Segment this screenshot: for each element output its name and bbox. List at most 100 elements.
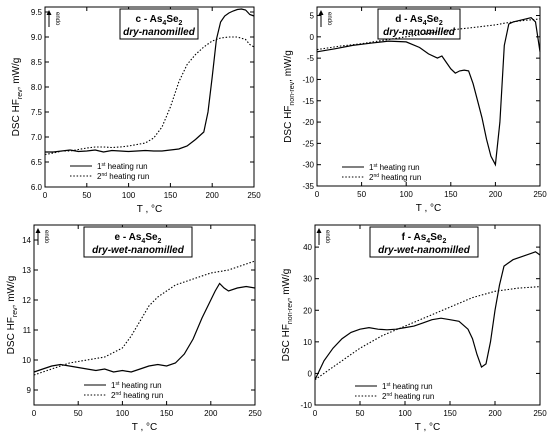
panel-label-box <box>369 226 479 258</box>
legend-label-2: 2nd heating run <box>382 392 434 401</box>
endo-label: endo <box>43 230 49 244</box>
chart-panel-2: 0 50 100 150 200 250 9 10 11 12 13 14 T , °C DSC HFre… <box>6 224 262 433</box>
panel-subtitle: dry-nanomilled <box>123 27 196 38</box>
y-tick-label: 12 <box>22 296 31 305</box>
legend-label-2: 2nd heating run <box>97 172 149 181</box>
endo-label: endo <box>324 230 330 244</box>
y-tick-label: 9.0 <box>31 33 43 42</box>
y-tick-label: -10 <box>302 75 314 84</box>
y-tick-label: 9.5 <box>31 8 43 17</box>
panel-title: c - As4Se2 <box>136 14 183 27</box>
y-tick-label: 13 <box>22 266 31 275</box>
y-tick-label: 11 <box>23 326 32 335</box>
endo-arrow-icon <box>46 10 52 15</box>
y-tick-label: 5 <box>310 12 315 21</box>
x-tick-label: 150 <box>160 409 174 418</box>
y-tick-label: 9 <box>27 386 32 395</box>
x-tick-label: 100 <box>400 190 414 199</box>
y-axis-label: DSC HFrev, mW/g <box>6 276 19 355</box>
x-tick-label: 250 <box>533 190 547 199</box>
panel-subtitle: dry-wet-nanomilled <box>92 245 185 256</box>
y-tick-label: 20 <box>303 306 312 315</box>
y-tick-label: -15 <box>302 97 314 106</box>
series-line-1 <box>316 17 541 167</box>
y-tick-label: -30 <box>302 161 314 170</box>
panel-subtitle: dry-nanomilled <box>383 27 456 38</box>
y-tick-label: 8.5 <box>31 58 43 67</box>
x-tick-label: 250 <box>248 409 262 418</box>
panel-title: f - As4Se2 <box>402 232 447 245</box>
plot-frame <box>33 224 256 406</box>
y-tick-label: 8.0 <box>31 83 43 92</box>
endo-label: endo <box>326 12 332 26</box>
panel-label-box <box>119 8 199 40</box>
x-tick-label: 50 <box>356 409 365 418</box>
y-tick-label: 0 <box>310 33 315 42</box>
panel-label-box <box>377 8 461 40</box>
y-axis-label: DSC HFrev, mW/g <box>11 58 24 137</box>
x-tick-label: 50 <box>357 190 366 199</box>
plot-frame <box>44 6 255 188</box>
legend-label-1: 1st heating run <box>97 162 148 171</box>
y-tick-label: -25 <box>302 139 314 148</box>
legend-label-1: 1st heating run <box>382 382 433 391</box>
series-line-2 <box>316 18 541 51</box>
y-tick-label: -35 <box>302 182 314 191</box>
endo-arrow-icon <box>35 228 41 233</box>
y-tick-label: -10 <box>300 401 312 410</box>
x-axis-label: T , °C <box>132 422 157 433</box>
y-tick-label: 10 <box>303 338 312 347</box>
x-tick-label: 100 <box>116 409 130 418</box>
panel-title: d - As4Se2 <box>395 14 443 27</box>
x-tick-label: 50 <box>74 409 83 418</box>
legend-label-1: 1st heating run <box>369 163 420 172</box>
y-axis-label: DSC HFnon-rev, mW/g <box>281 269 294 362</box>
y-tick-label: 6.0 <box>31 183 43 192</box>
y-axis-label: DSC HFnon-rev, mW/g <box>283 50 296 143</box>
legend-label-2: 2nd heating run <box>369 173 421 182</box>
x-axis-label: T , °C <box>416 203 441 214</box>
y-tick-label: 30 <box>303 275 312 284</box>
legend-label-2: 2nd heating run <box>111 391 163 400</box>
y-tick-label: 14 <box>22 236 31 245</box>
y-tick-label: 0 <box>308 369 313 378</box>
x-tick-label: 50 <box>82 191 91 200</box>
y-tick-label: 7.0 <box>31 133 43 142</box>
series-line-1 <box>45 8 255 153</box>
endo-label: endo <box>54 12 60 26</box>
x-tick-label: 200 <box>488 409 502 418</box>
x-tick-label: 100 <box>398 409 412 418</box>
x-tick-label: 0 <box>32 409 37 418</box>
series-line-1 <box>33 282 256 373</box>
y-tick-label: 7.5 <box>31 108 43 117</box>
series-line-2 <box>44 36 255 156</box>
endo-arrow-icon <box>318 10 324 15</box>
y-tick-label: 10 <box>22 356 31 365</box>
x-tick-label: 200 <box>204 409 218 418</box>
x-axis-label: T , °C <box>137 204 162 215</box>
series-line-2 <box>314 286 541 381</box>
x-tick-label: 150 <box>444 190 458 199</box>
x-tick-label: 150 <box>443 409 457 418</box>
x-tick-label: 250 <box>533 409 547 418</box>
series-line-2 <box>33 260 256 376</box>
chart-panel-0: 0 50 100 150 200 250 6.0 6.5 7.0 7.5 8.0 8.5 9.0 9.5 T… <box>11 6 261 215</box>
x-tick-label: 0 <box>315 190 320 199</box>
panel-subtitle: dry-wet-nanomilled <box>378 245 471 256</box>
y-tick-label: 40 <box>303 243 312 252</box>
plot-frame <box>316 6 541 187</box>
x-tick-label: 0 <box>43 191 48 200</box>
endo-arrow-icon <box>316 228 322 233</box>
chart-panel-1: 0 50 100 150 200 250 -35 -30 -25 -20 -15 -10 -5 0 5 T ,… <box>283 6 547 214</box>
plot-frame <box>314 224 541 406</box>
legend-label-1: 1st heating run <box>111 381 162 390</box>
panel-title: e - As4Se2 <box>115 232 162 245</box>
x-tick-label: 200 <box>206 191 220 200</box>
panel-label-box <box>83 226 193 258</box>
x-axis-label: T , °C <box>415 422 440 433</box>
y-tick-label: -5 <box>307 54 315 63</box>
y-tick-label: -20 <box>302 118 314 127</box>
y-tick-label: 6.5 <box>31 158 43 167</box>
